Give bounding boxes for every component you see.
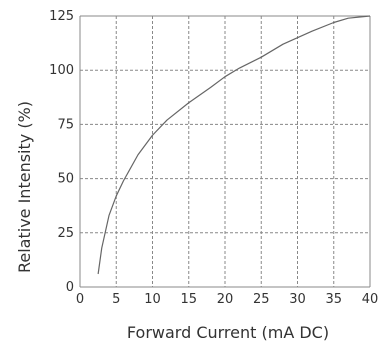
x-tick-label: 25 — [253, 292, 270, 307]
x-axis-title: Forward Current (mA DC) — [127, 323, 329, 342]
intensity-curve — [97, 15, 371, 275]
y-tick-label: 75 — [57, 117, 74, 132]
x-tick-label: 5 — [112, 292, 120, 307]
x-tick-label: 20 — [217, 292, 234, 307]
x-tick-label: 40 — [362, 292, 379, 307]
grid-lines — [79, 15, 371, 288]
x-tick-label: 10 — [144, 292, 161, 307]
y-tick-label: 25 — [57, 226, 74, 241]
tick-labels: 0 5 10 15 20 25 30 35 40 0 25 50 75 100 125 — [49, 9, 378, 307]
x-tick-label: 15 — [180, 292, 197, 307]
series-layer — [97, 15, 371, 275]
x-tick-label: 0 — [76, 292, 84, 307]
y-axis-title: Relative Intensity (%) — [15, 101, 34, 273]
y-tick-label: 50 — [57, 172, 74, 187]
x-tick-label: 35 — [325, 292, 342, 307]
x-tick-label: 30 — [289, 292, 306, 307]
y-tick-label: 125 — [49, 9, 74, 24]
y-tick-label: 0 — [66, 280, 74, 295]
y-tick-label: 100 — [49, 63, 74, 78]
